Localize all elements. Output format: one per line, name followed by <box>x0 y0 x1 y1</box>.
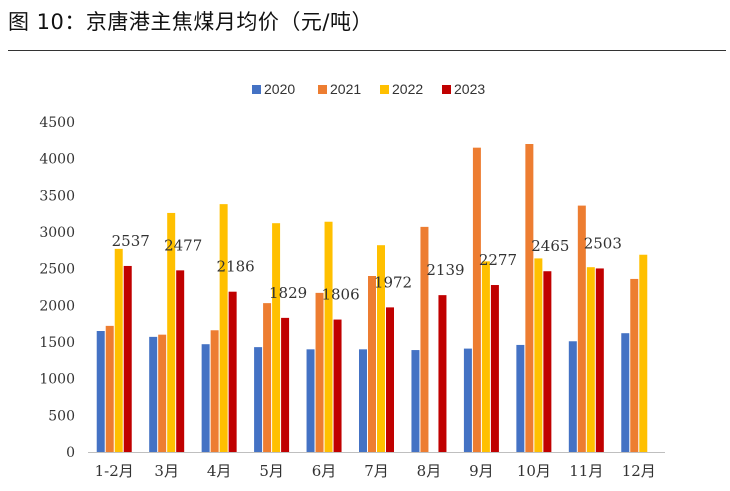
bar-2023 <box>543 271 552 452</box>
bar-2020 <box>306 349 315 452</box>
bar-2022 <box>586 267 595 452</box>
bar-2022 <box>534 258 543 452</box>
bar-2021 <box>472 147 481 452</box>
legend-label-2022: 2022 <box>392 81 423 97</box>
bar-2023 <box>595 268 604 452</box>
x-tick-label: 12月 <box>622 462 656 480</box>
x-tick-label: 7月 <box>364 462 389 480</box>
x-axis: 1-2月 3月 4月 5月 6月 7月 8月 9月 10月 11月 12月 <box>88 452 665 480</box>
bar-2020 <box>568 341 577 452</box>
bar-2021 <box>158 334 167 452</box>
y-tick-label: 4500 <box>39 115 75 131</box>
bar-2020 <box>411 350 420 452</box>
bar-2023 <box>333 319 342 452</box>
legend-label-2020: 2020 <box>264 81 295 97</box>
y-tick-label: 0 <box>66 445 75 461</box>
bars <box>96 144 648 452</box>
bar-2022 <box>272 223 281 452</box>
legend: 2020 2021 2022 2023 <box>252 81 485 97</box>
bar-2021 <box>315 292 324 452</box>
title-rule <box>8 50 726 51</box>
data-label-2023: 2139 <box>426 261 464 279</box>
x-tick-label: 11月 <box>569 462 603 480</box>
bar-2022 <box>324 221 333 452</box>
legend-label-2021: 2021 <box>330 81 361 97</box>
data-label-2023: 2465 <box>531 237 569 255</box>
data-label-2023: 1806 <box>321 286 359 304</box>
y-axis: 0 500 1000 1500 2000 2500 3000 3500 4000 4500 <box>39 115 75 461</box>
bar-2022 <box>114 248 123 452</box>
bar-2022 <box>377 245 385 452</box>
y-tick-label: 4000 <box>39 152 75 168</box>
bar-2020 <box>359 349 367 452</box>
x-tick-label: 5月 <box>259 462 284 480</box>
x-tick-label: 10月 <box>517 462 551 480</box>
chart-title: 图 10：京唐港主焦煤月均价（元/吨） <box>8 10 373 34</box>
data-label-2023: 1972 <box>374 273 412 291</box>
bar-2022 <box>219 204 228 452</box>
bar-2020 <box>149 336 158 452</box>
bar-2021 <box>630 278 639 452</box>
data-label-2023: 2477 <box>164 236 202 254</box>
bar-2023 <box>123 265 132 452</box>
x-tick-label: 8月 <box>417 462 442 480</box>
data-label-2023: 2503 <box>584 234 622 252</box>
bar-2023 <box>281 317 290 452</box>
data-label-2023: 2537 <box>112 232 150 250</box>
bar-2020 <box>96 331 105 452</box>
legend-swatch-2023 <box>442 85 451 94</box>
y-tick-label: 1500 <box>39 335 75 351</box>
legend-label-2023: 2023 <box>454 81 485 97</box>
data-label-2023: 1829 <box>269 284 307 302</box>
bar-2023 <box>386 307 394 452</box>
bar-2022 <box>639 254 648 452</box>
bar-2021 <box>368 276 376 452</box>
bar-2021 <box>210 330 219 452</box>
bar-2020 <box>201 344 210 452</box>
y-tick-label: 2000 <box>39 298 75 314</box>
bar-2020 <box>516 344 525 452</box>
bar-2023 <box>438 295 447 452</box>
y-tick-label: 2500 <box>39 262 75 278</box>
y-tick-label: 500 <box>48 408 75 424</box>
legend-swatch-2020 <box>252 85 261 94</box>
data-labels: 2537 2477 2186 1829 1806 1972 2139 2277 2465 2503 <box>112 232 622 304</box>
bar-2022 <box>167 212 176 452</box>
x-tick-label: 6月 <box>312 462 337 480</box>
bar-2021 <box>577 205 586 452</box>
data-label-2023: 2186 <box>217 258 255 276</box>
bar-2021 <box>525 144 534 452</box>
data-label-2023: 2277 <box>479 251 517 269</box>
x-tick-label: 9月 <box>469 462 494 480</box>
bar-2023 <box>228 291 237 452</box>
bar-2023 <box>176 270 185 452</box>
legend-swatch-2022 <box>380 85 389 94</box>
bar-2023 <box>490 285 499 452</box>
bar-2020 <box>254 347 263 452</box>
bar-2020 <box>463 348 472 452</box>
legend-swatch-2021 <box>318 85 327 94</box>
x-tick-label: 1-2月 <box>95 462 134 480</box>
bar-2022 <box>481 261 490 452</box>
y-tick-label: 3500 <box>39 188 75 204</box>
y-tick-label: 3000 <box>39 225 75 241</box>
bar-2021 <box>420 226 429 452</box>
bar-2021 <box>263 303 272 452</box>
x-tick-label: 4月 <box>207 462 232 480</box>
x-tick-label: 3月 <box>154 462 179 480</box>
bar-2021 <box>105 325 114 452</box>
y-tick-label: 1000 <box>39 372 75 388</box>
bar-2020 <box>621 333 630 452</box>
